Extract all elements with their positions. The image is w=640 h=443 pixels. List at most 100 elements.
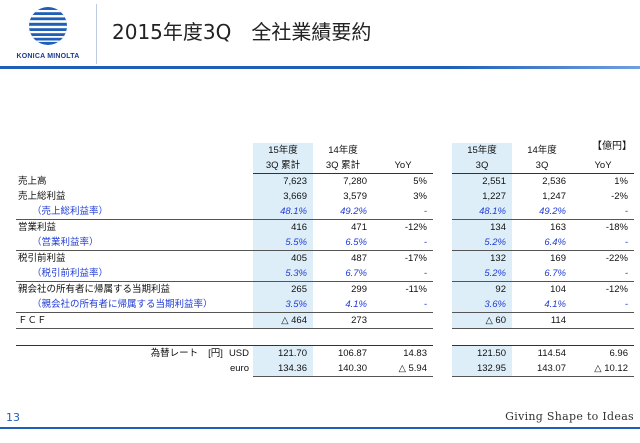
row-value-cell: 5.5%	[253, 235, 313, 251]
row-label: 親会社の所有者に帰属する当期利益	[18, 284, 171, 295]
financial-summary-table: 15年度 14年度 15年度 14年度 3Q 累計 3Q 累計 YoY 3Q 3Q YoY 売上高 7…	[16, 143, 634, 377]
table-row: ＦＣＦ △ 464 273 △ 60 114	[16, 312, 634, 329]
row-value-cell: 2,551	[452, 173, 512, 189]
table-row: 売上高 7,623 7,280 5% 2,551 2,536 1%	[16, 173, 634, 189]
row-value-cell: 163	[550, 222, 566, 233]
row-value-cell: 5.2%	[452, 266, 512, 282]
title-subject: 全社業績要約	[251, 20, 372, 44]
row-label: 税引前利益	[18, 253, 66, 264]
fx-value-cell: 6.96	[609, 348, 629, 359]
row-value-cell: 169	[550, 253, 566, 264]
table-row: 営業利益 416 471 -12% 134 163 -18%	[16, 219, 634, 235]
fx-value-cell: 114.54	[537, 348, 566, 359]
row-value-cell: -	[572, 204, 634, 220]
row-value-cell: 5%	[413, 176, 427, 187]
header-cell: YoY	[373, 158, 433, 174]
column-gap	[433, 158, 452, 174]
fx-value-cell: 134.36	[253, 361, 313, 377]
column-gap	[433, 189, 452, 204]
row-value-cell: -	[572, 266, 634, 282]
row-value-cell: -17%	[404, 253, 427, 264]
row-label: （営業利益率）	[16, 235, 253, 251]
row-value-cell	[572, 312, 634, 329]
header-cell: 14年度	[328, 145, 358, 156]
fx-currency-euro: euro	[229, 363, 249, 375]
table-row: （税引前利益率） 5.3% 6.7% -5.2% 6.7% -	[16, 266, 634, 282]
fx-value-cell: 106.87	[337, 348, 367, 359]
row-label: 営業利益	[18, 222, 57, 233]
column-gap	[433, 282, 452, 298]
spacer-row	[16, 328, 634, 346]
header-cell	[572, 143, 634, 158]
row-value-cell: 48.1%	[452, 204, 512, 220]
footer-rule	[0, 427, 640, 429]
column-gap	[433, 235, 452, 251]
row-value-cell: 5.2%	[452, 235, 512, 251]
table-row: 売上総利益 3,669 3,579 3% 1,227 1,247 -2%	[16, 189, 634, 204]
row-value-cell: 299	[351, 284, 367, 295]
brand-name: KONICA MINOLTA	[16, 53, 80, 60]
globe-logo-icon	[29, 7, 67, 45]
header-cell: 14年度	[527, 145, 557, 156]
row-value-cell: 6.5%	[313, 235, 373, 251]
table-row: 税引前利益 405 487 -17% 132 169 -22%	[16, 250, 634, 266]
row-value-cell: 1%	[614, 176, 628, 187]
spacer-cell	[452, 328, 512, 346]
fx-value-cell: 14.83	[403, 348, 427, 359]
tagline: Giving Shape to Ideas	[505, 410, 634, 423]
row-label: （売上総利益率）	[16, 204, 253, 220]
row-value-cell: -	[373, 204, 433, 220]
table-row: （売上総利益率） 48.1% 49.2% -48.1% 49.2% -	[16, 204, 634, 220]
row-value-cell: 6.4%	[512, 235, 572, 251]
company-logo: KONICA MINOLTA	[8, 6, 88, 64]
fx-value-cell: 121.50	[452, 345, 512, 361]
row-value-cell: 3.5%	[253, 297, 313, 313]
row-value-cell: 49.2%	[313, 204, 373, 220]
table-row: （親会社の所有者に帰属する当期利益率） 3.5% 4.1% -3.6% 4.1% -	[16, 297, 634, 313]
row-value-cell: 104	[550, 284, 566, 295]
fx-row-usd: 為替レート [円] USD 121.70 106.87 14.83 121.50 114.54…	[16, 345, 634, 361]
row-value-cell: 49.2%	[512, 204, 572, 220]
row-value-cell: 4.1%	[313, 297, 373, 313]
header-row: 3Q 累計 3Q 累計 YoY 3Q 3Q YoY	[16, 158, 634, 174]
row-value-cell: -	[373, 266, 433, 282]
row-value-cell: -	[572, 297, 634, 313]
page-number: 13	[6, 411, 20, 424]
row-value-cell: 6.7%	[313, 266, 373, 282]
fx-value-cell: 132.95	[452, 361, 512, 377]
row-value-cell: -	[572, 235, 634, 251]
fx-value-cell: △ 5.94	[373, 361, 433, 377]
title-divider	[96, 4, 97, 64]
spacer-cell	[572, 328, 634, 346]
header-cell: YoY	[572, 158, 634, 174]
row-value-cell: -	[373, 235, 433, 251]
row-value-cell: △ 464	[253, 312, 313, 329]
row-value-cell: -22%	[605, 253, 628, 264]
fx-title: 為替レート	[150, 348, 199, 359]
fx-row-euro: euro 134.36 140.30 △ 5.94 132.95 143.07 △ 10.1…	[16, 361, 634, 377]
row-value-cell: 3,669	[253, 189, 313, 204]
row-value-cell: -18%	[605, 222, 628, 233]
row-value-cell	[373, 312, 433, 329]
column-gap	[433, 361, 452, 377]
row-value-cell: 273	[313, 312, 373, 329]
fx-unit: [円]	[208, 348, 223, 359]
header-cell: 15年度	[253, 143, 313, 158]
row-value-cell: 132	[452, 250, 512, 266]
header-row: 15年度 14年度 15年度 14年度	[16, 143, 634, 158]
row-value-cell: 487	[351, 253, 367, 264]
row-value-cell: 1,247	[542, 191, 566, 202]
header-cell: 3Q	[452, 158, 512, 174]
row-value-cell: 114	[512, 312, 572, 329]
page-title: 2015年度3Q 全社業績要約	[112, 16, 371, 45]
row-value-cell: 4.1%	[512, 297, 572, 313]
fx-value-cell: △ 10.12	[572, 361, 634, 377]
column-gap	[433, 204, 452, 220]
spacer-cell	[512, 328, 572, 346]
header-rule	[0, 66, 640, 69]
row-value-cell: -12%	[605, 284, 628, 295]
row-value-cell: △ 60	[452, 312, 512, 329]
header-cell: 3Q 累計	[253, 158, 313, 174]
row-value-cell: 471	[351, 222, 367, 233]
row-label: ＦＣＦ	[16, 312, 253, 329]
